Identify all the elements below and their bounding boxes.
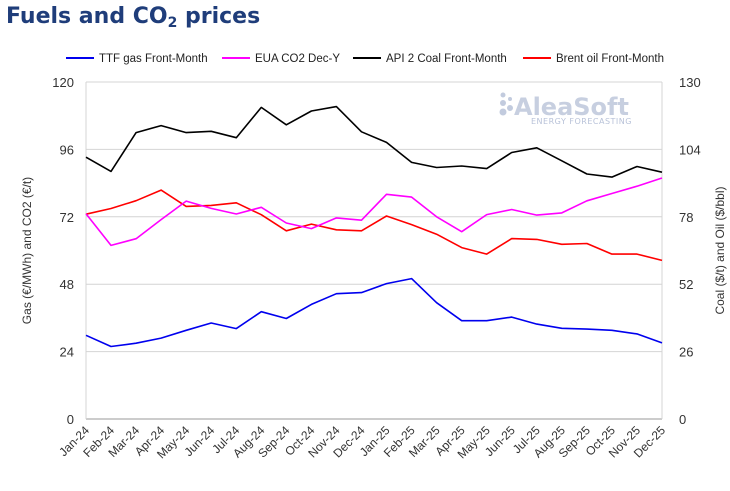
y-right-axis-label: Coal ($/t) and Oil ($/bbl) bbox=[713, 186, 727, 314]
series-line-eua-co2-dec-y bbox=[85, 177, 663, 247]
series-line-ttf-gas-front-month bbox=[85, 277, 663, 348]
title-main: Fuels and CO bbox=[6, 4, 168, 29]
series-line-api-2-coal-front-month bbox=[85, 105, 663, 178]
y-left-axis-label: Gas (€/MWh) and CO2 (€/t) bbox=[20, 177, 34, 324]
y-right-tick-label: 26 bbox=[679, 345, 693, 360]
gridlines bbox=[85, 81, 663, 420]
legend-label: Brent oil Front-Month bbox=[556, 53, 664, 65]
legend-item: TTF gas Front-Month bbox=[66, 53, 208, 65]
logo-tagline: ENERGY FORECASTING bbox=[531, 117, 632, 126]
y-right-tick-label: 52 bbox=[679, 277, 693, 292]
y-left-tick-label: 72 bbox=[60, 210, 74, 225]
legend-item: Brent oil Front-Month bbox=[523, 53, 664, 65]
aleasoft-logo: AleaSoft ENERGY FORECASTING bbox=[499, 92, 632, 126]
title-subscript: 2 bbox=[167, 15, 178, 31]
logo-dots-icon bbox=[499, 92, 513, 116]
y-left-tick-label: 0 bbox=[67, 412, 74, 427]
page-title: Fuels and CO2 prices bbox=[6, 4, 260, 31]
legend-label: TTF gas Front-Month bbox=[99, 53, 208, 65]
y-right-tick-label: 78 bbox=[679, 210, 693, 225]
logo-name: AleaSoft bbox=[514, 93, 629, 121]
legend-item: EUA CO2 Dec-Y bbox=[222, 53, 340, 65]
legend-label: API 2 Coal Front-Month bbox=[386, 53, 507, 65]
y-right-tick-label: 130 bbox=[679, 75, 701, 90]
y-left-tick-label: 24 bbox=[60, 345, 74, 360]
y-left-tick-label: 48 bbox=[60, 277, 74, 292]
y-left-tick-label: 96 bbox=[60, 142, 74, 157]
y-left-tick-label: 120 bbox=[52, 75, 74, 90]
legend-label: EUA CO2 Dec-Y bbox=[255, 53, 340, 65]
y-right-tick-label: 104 bbox=[679, 142, 701, 157]
legend-item: API 2 Coal Front-Month bbox=[353, 53, 507, 65]
title-tail: prices bbox=[177, 4, 261, 29]
series-line-brent-oil-front-month bbox=[85, 189, 663, 262]
y-right-tick-label: 0 bbox=[679, 412, 686, 427]
